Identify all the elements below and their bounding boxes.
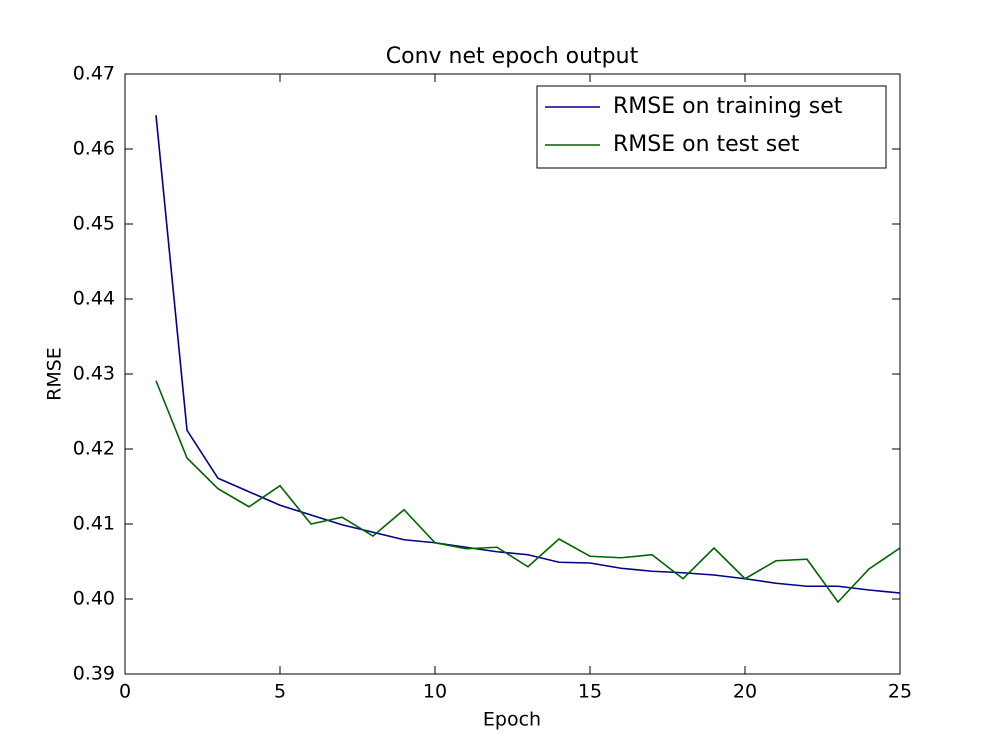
y-tick-label: 0.47 [73,63,115,85]
x-tick-label: 20 [733,681,757,703]
x-tick-label: 5 [274,681,286,703]
y-tick-label: 0.44 [73,288,115,310]
chart-title: Conv net epoch output [386,44,639,69]
x-tick-label: 0 [119,681,131,703]
y-axis-label: RMSE [44,347,66,401]
x-tick-label: 15 [578,681,602,703]
x-axis-label: Epoch [483,709,541,731]
legend-label: RMSE on training set [613,94,843,119]
data-line [155,115,901,594]
x-tick-label: 25 [888,681,912,703]
y-tick-label: 0.43 [73,363,115,385]
legend-label: RMSE on test set [613,132,800,157]
y-tick-label: 0.42 [73,438,115,460]
x-tick-label: 10 [423,681,447,703]
y-tick-label: 0.41 [73,513,115,535]
y-tick-label: 0.39 [73,663,115,685]
y-tick-label: 0.45 [73,213,115,235]
y-tick-label: 0.46 [73,138,115,160]
plot-frame [124,73,901,675]
legend-box [536,85,887,169]
data-line [155,380,901,604]
y-tick-label: 0.40 [73,588,115,610]
